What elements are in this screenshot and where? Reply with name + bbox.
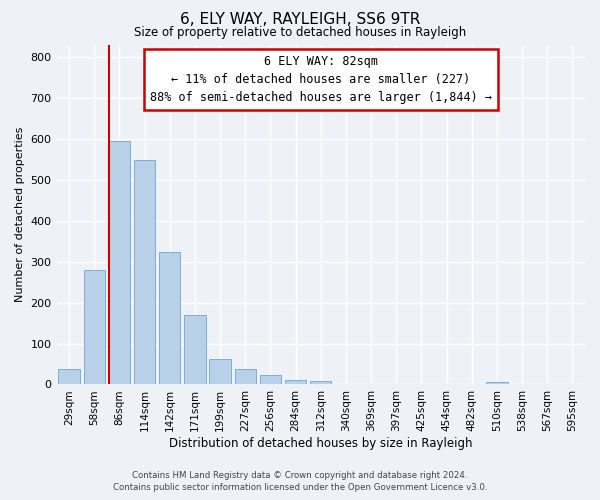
Y-axis label: Number of detached properties: Number of detached properties: [15, 127, 25, 302]
Bar: [260, 375, 281, 384]
X-axis label: Distribution of detached houses by size in Rayleigh: Distribution of detached houses by size …: [169, 437, 473, 450]
Text: Contains HM Land Registry data © Crown copyright and database right 2024.
Contai: Contains HM Land Registry data © Crown c…: [113, 471, 487, 492]
Text: 6 ELY WAY: 82sqm
← 11% of detached houses are smaller (227)
88% of semi-detached: 6 ELY WAY: 82sqm ← 11% of detached house…: [150, 55, 492, 104]
Bar: [209, 358, 231, 384]
Text: 6, ELY WAY, RAYLEIGH, SS6 9TR: 6, ELY WAY, RAYLEIGH, SS6 9TR: [180, 12, 420, 28]
Bar: [184, 315, 206, 384]
Bar: [58, 369, 80, 384]
Bar: [235, 369, 256, 384]
Bar: [134, 160, 155, 384]
Bar: [109, 141, 130, 384]
Bar: [285, 380, 307, 384]
Bar: [486, 382, 508, 384]
Bar: [159, 252, 181, 384]
Bar: [83, 270, 105, 384]
Bar: [310, 381, 331, 384]
Text: Size of property relative to detached houses in Rayleigh: Size of property relative to detached ho…: [134, 26, 466, 39]
